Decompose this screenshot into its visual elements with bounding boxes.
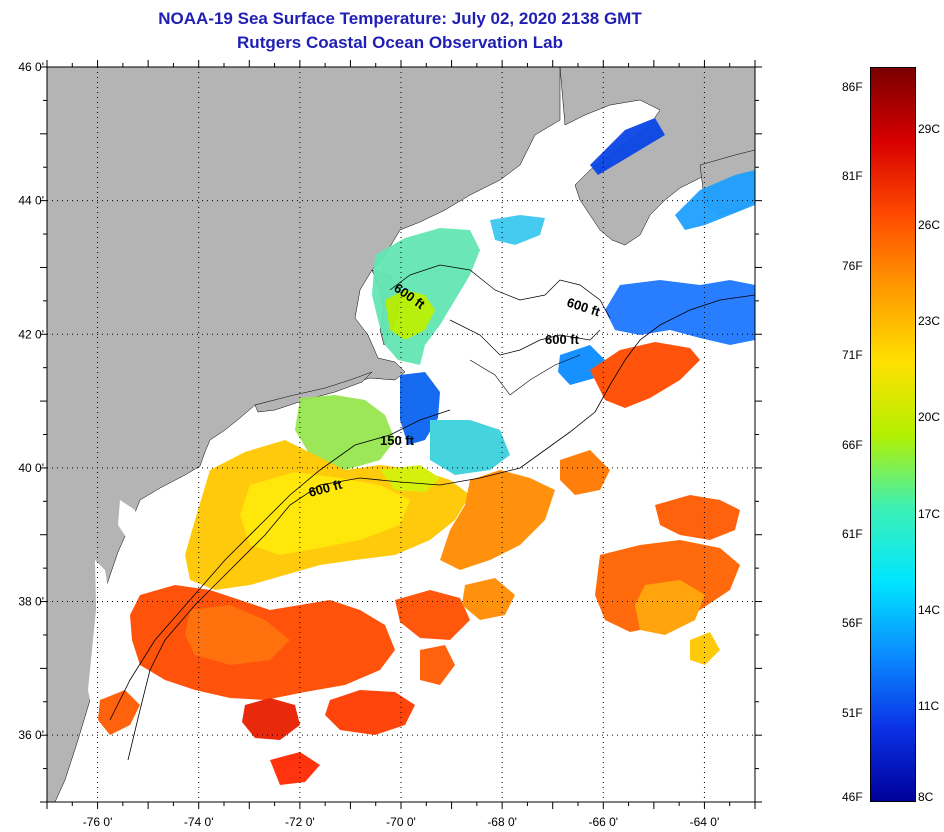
colorbar-f-label: 76F [842, 258, 863, 273]
map-title: NOAA-19 Sea Surface Temperature: July 02… [158, 9, 642, 28]
colorbar-f-label: 61F [842, 526, 863, 541]
colorbar-c-label: 14C [918, 602, 941, 617]
graticule [47, 67, 755, 802]
colorbar-c-label: 8C [918, 790, 934, 804]
isobath-label-150ft: 150 ft [380, 433, 415, 448]
lon-tick-label: -64 0' [690, 815, 720, 829]
colorbar-c-label: 20C [918, 410, 941, 425]
lat-tick-label: 38 0' [18, 595, 44, 609]
lon-tick-label: -76 0' [83, 815, 113, 829]
isobath-georges-bank-inner [469, 354, 581, 396]
lat-tick-label: 46 0' [18, 60, 44, 74]
isobath-gom-600ft [389, 264, 611, 319]
colorbar-f-label: 66F [842, 437, 863, 452]
lon-tick-label: -70 0' [386, 815, 416, 829]
colorbar-f-label: 81F [842, 169, 863, 184]
delaware-bay [118, 500, 140, 540]
lon-tick-label: -68 0' [487, 815, 517, 829]
colorbar-c-label: 23C [918, 314, 941, 329]
land-long-island [254, 371, 373, 413]
lat-tick-label: 36 0' [18, 728, 44, 742]
lon-tick-label: -72 0' [285, 815, 315, 829]
colorbar-c-label: 11C [918, 698, 940, 713]
axis-ticks [40, 60, 762, 809]
colorbar-c-label: 29C [918, 122, 941, 136]
colorbar-c-label: 17C [918, 506, 941, 521]
isobath-150ft [109, 409, 451, 721]
colorbar-f-label: 56F [842, 616, 863, 631]
lat-tick-label: 44 0' [18, 194, 44, 208]
sst-patches [98, 118, 755, 785]
latitude-labels: 46 0' 44 0' 42 0' 40 0' 38 0' 36 0' [18, 60, 44, 742]
longitude-labels: -76 0' -74 0' -72 0' -70 0' -68 0' -66 0' -64 … [83, 815, 720, 829]
chesapeake-bay [88, 560, 110, 710]
temperature-colorbar [870, 67, 916, 802]
lon-tick-label: -74 0' [184, 815, 214, 829]
colorbar-f-label: 46F [842, 790, 863, 804]
lon-tick-label: -66 0' [588, 815, 618, 829]
colorbar-f-label: 71F [842, 348, 863, 363]
isobath-georges-bank [449, 319, 601, 356]
isobath-label-georges: 600 ft [545, 332, 580, 347]
lat-tick-label: 40 0' [18, 461, 44, 475]
colorbar-f-label: 86F [842, 80, 863, 94]
lat-tick-label: 42 0' [18, 327, 44, 341]
map-subtitle: Rutgers Coastal Ocean Observation Lab [237, 33, 563, 52]
colorbar-f-label: 51F [842, 705, 863, 720]
colorbar-c-label: 26C [918, 218, 941, 233]
isobath-600ft-shelf-break [127, 294, 755, 761]
